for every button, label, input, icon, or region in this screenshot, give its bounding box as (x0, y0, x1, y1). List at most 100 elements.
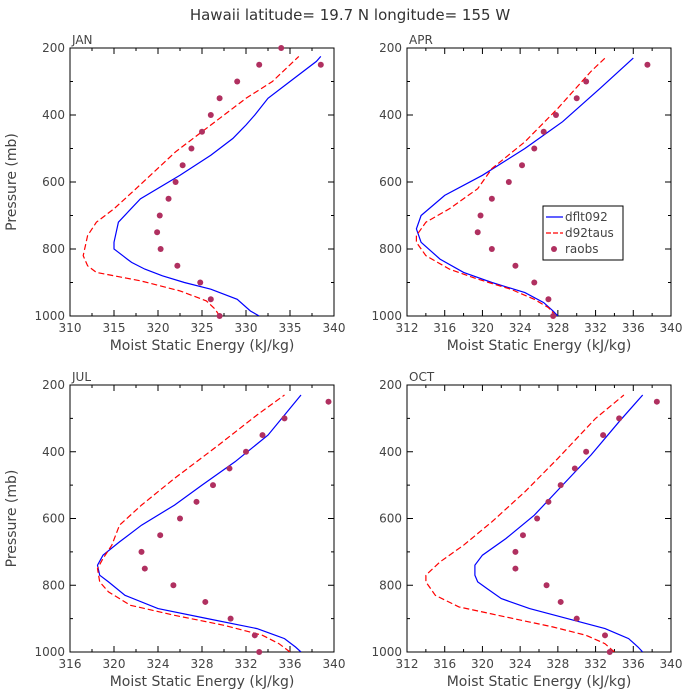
x-tick-label: 328 (546, 321, 569, 335)
data-point-raobs (207, 112, 214, 118)
series-line-d92taus (82, 55, 300, 316)
data-point-raobs (519, 532, 526, 539)
data-point-raobs (141, 565, 148, 572)
data-point-raobs (243, 448, 249, 455)
data-point-raobs (557, 598, 564, 605)
data-point-raobs (278, 45, 285, 51)
x-tick-label: 340 (660, 657, 683, 671)
x-axis-label: Moist Static Energy (kJ/kg) (447, 338, 632, 354)
y-tick-label: 400 (379, 445, 402, 459)
x-tick-label: 324 (147, 657, 170, 671)
x-tick-label: 310 (59, 321, 82, 335)
data-point-raobs (256, 649, 263, 655)
data-point-raobs (557, 482, 564, 489)
data-point-raobs (172, 179, 179, 185)
data-point-raobs (505, 179, 512, 185)
x-tick-label: 324 (509, 321, 532, 335)
legend-label-dflt092: dflt092 (565, 210, 608, 224)
data-point-raobs (197, 279, 204, 286)
legend-marker-raobs (551, 246, 557, 252)
x-tick-label: 330 (235, 321, 258, 335)
panel-label: OCT (409, 370, 435, 384)
data-point-raobs (477, 212, 484, 219)
data-point-raobs (251, 632, 258, 639)
y-tick-label: 800 (42, 578, 65, 592)
y-tick-label: 800 (379, 242, 402, 256)
x-tick-label: 312 (396, 321, 419, 335)
data-point-raobs (644, 61, 651, 68)
data-point-raobs (227, 615, 234, 622)
panel-oct: OCT 312 316 320 324 328 332 336 340 200 400 600 800 1… (371, 370, 682, 690)
y-tick-label: 1000 (371, 309, 402, 323)
data-point-raobs (210, 482, 216, 489)
y-tick-label: 200 (42, 378, 65, 392)
data-point-raobs (531, 145, 538, 152)
data-point-raobs (234, 78, 241, 85)
panel-label: APR (409, 33, 433, 47)
data-point-raobs (317, 61, 324, 68)
y-tick-label: 200 (379, 41, 402, 55)
data-point-raobs (202, 598, 209, 605)
data-point-raobs (488, 246, 495, 252)
data-point-raobs (165, 195, 172, 202)
data-point-raobs (583, 78, 590, 85)
data-point-raobs (207, 296, 214, 303)
series-line-dflt092 (96, 394, 302, 652)
x-tick-label: 340 (323, 657, 346, 671)
series-line-dflt092 (415, 57, 634, 316)
legend: dflt092 d92taus raobs (542, 205, 624, 261)
x-tick-label: 320 (471, 321, 494, 335)
x-tick-label: 328 (191, 657, 214, 671)
data-point-raobs (583, 448, 590, 455)
x-tick-label: 324 (509, 657, 532, 671)
panel-label: JUL (71, 370, 91, 384)
y-tick-label: 200 (379, 378, 402, 392)
y-tick-label: 400 (42, 108, 65, 122)
x-tick-label: 340 (660, 321, 683, 335)
x-tick-label: 336 (622, 657, 645, 671)
series-line-dflt092 (474, 394, 644, 652)
x-tick-label: 325 (191, 321, 214, 335)
x-axis-label: Moist Static Energy (kJ/kg) (447, 674, 632, 690)
x-tick-label: 332 (584, 321, 607, 335)
data-point-raobs (531, 279, 538, 286)
x-tick-label: 332 (235, 657, 258, 671)
y-tick-label: 1000 (371, 645, 402, 659)
x-tick-label: 315 (103, 321, 126, 335)
data-point-raobs (512, 548, 519, 555)
data-point-raobs (199, 128, 205, 135)
data-point-raobs (259, 432, 266, 439)
series-line-d92taus (425, 394, 625, 652)
data-point-raobs (256, 61, 263, 68)
data-point-raobs (226, 465, 233, 472)
x-tick-label: 335 (279, 321, 302, 335)
data-point-raobs (573, 615, 580, 622)
data-point-raobs (540, 128, 547, 135)
x-tick-label: 320 (147, 321, 170, 335)
x-tick-label: 320 (103, 657, 126, 671)
x-tick-label: 336 (279, 657, 302, 671)
data-point-raobs (543, 582, 550, 589)
data-point-raobs (170, 582, 177, 589)
data-point-raobs (281, 415, 288, 422)
data-point-raobs (571, 465, 578, 472)
data-point-raobs (488, 195, 495, 202)
data-point-raobs (602, 632, 608, 639)
panel-apr: APR 312 316 320 324 328 332 336 340 200 400 600 800 1… (371, 33, 682, 354)
plot-frame (69, 47, 335, 317)
data-point-raobs (216, 95, 223, 102)
data-point-raobs (138, 548, 145, 555)
y-tick-label: 1000 (34, 645, 65, 659)
data-point-raobs (545, 498, 552, 505)
x-tick-label: 316 (433, 657, 456, 671)
x-tick-label: 316 (433, 321, 456, 335)
data-point-raobs (174, 262, 181, 269)
legend-label-raobs: raobs (565, 242, 599, 256)
data-point-raobs (512, 262, 519, 269)
data-point-raobs (653, 398, 660, 405)
data-point-raobs (474, 229, 481, 236)
data-point-raobs (156, 212, 163, 219)
data-point-raobs (552, 112, 559, 118)
plot-frame (69, 384, 335, 653)
